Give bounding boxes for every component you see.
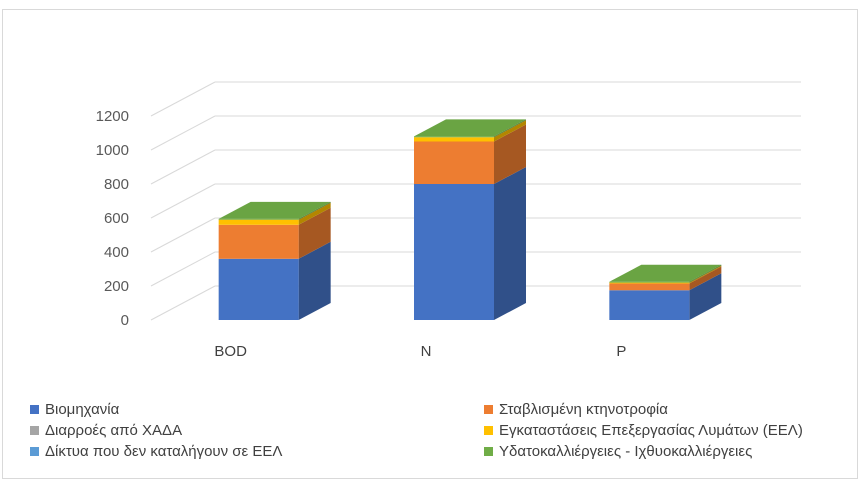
bar-side <box>298 202 331 225</box>
bar-top <box>414 119 526 137</box>
legend-label: Διαρροές από ΧΑΔΑ <box>45 422 183 439</box>
bar-top <box>218 201 331 219</box>
legend-item: Σταβλισμένη κτηνοτροφία <box>484 401 668 418</box>
legend-swatch <box>484 405 493 414</box>
legend-item: Υδατοκαλλιέργειες - Ιχθυοκαλλιέργειες <box>484 443 752 460</box>
bar-segment <box>218 224 299 259</box>
legend-label: Δίκτυα που δεν καταλήγουν σε ΕΕΛ <box>45 443 283 460</box>
y-tick-label: 600 <box>104 210 129 227</box>
x-tick-label: P <box>616 343 626 360</box>
bar-side <box>494 124 526 184</box>
bar-side <box>298 241 331 320</box>
legend-label: Εγκαταστάσεις Επεξεργασίας Λυμάτων (ΕΕΛ) <box>499 422 803 439</box>
bar-segment <box>609 283 690 291</box>
bar-segment <box>609 282 690 284</box>
bar-side <box>689 273 722 320</box>
legend-item: Δίκτυα που δεν καταλήγουν σε ΕΕΛ <box>30 443 282 460</box>
bar-segment <box>218 218 299 220</box>
x-tick-label: BOD <box>214 343 247 360</box>
bar-segment <box>414 184 494 320</box>
bar-segment <box>218 219 299 225</box>
bar-segment <box>609 290 690 320</box>
legend-item: Διαρροές από ΧΑΔΑ <box>30 422 182 439</box>
bar-side <box>689 264 722 283</box>
bar-top <box>609 264 722 282</box>
legend-swatch <box>484 426 493 435</box>
bar-side <box>689 265 722 284</box>
y-tick-label: 1200 <box>96 108 129 125</box>
y-tick-label: 400 <box>104 244 129 261</box>
legend-swatch <box>30 447 39 456</box>
bar-segment <box>218 258 299 320</box>
legend-item: Εγκαταστάσεις Επεξεργασίας Λυμάτων (ΕΕΛ) <box>484 422 803 439</box>
legend-label: Βιομηχανία <box>45 401 120 418</box>
chart-plot: 0 200 400 600 800 1000 1200 BOD N P <box>96 81 801 360</box>
bar-side <box>689 266 722 291</box>
legend-label: Σταβλισμένη κτηνοτροφία <box>499 401 668 418</box>
gridline-depth <box>150 149 216 185</box>
y-tick-label: 800 <box>104 176 129 193</box>
legend-item: Βιομηχανία <box>30 401 119 418</box>
bar-side <box>494 120 526 142</box>
gridline-depth <box>150 115 216 151</box>
gridline-depth <box>150 251 216 287</box>
bar-segment <box>609 281 690 283</box>
x-tick-label: N <box>421 343 432 360</box>
bar-segment <box>414 141 494 184</box>
y-tick-label: 0 <box>121 312 129 329</box>
bar-side <box>298 201 331 220</box>
bar-side <box>494 167 526 320</box>
legend-swatch <box>30 405 39 414</box>
legend-label: Υδατοκαλλιέργειες - Ιχθυοκαλλιέργειες <box>499 443 753 460</box>
chart-legend: Βιομηχανία Σταβλισμένη κτηνοτροφία Διαρροέ… <box>30 401 803 460</box>
gridline-depth <box>150 285 216 321</box>
gridline-depth <box>150 183 216 219</box>
legend-swatch <box>30 426 39 435</box>
legend-swatch <box>484 447 493 456</box>
gridline-depth <box>150 217 216 253</box>
bar-side <box>494 119 526 138</box>
gridline-depth <box>150 81 216 117</box>
bar-segment <box>414 136 494 138</box>
y-tick-label: 1000 <box>96 142 129 159</box>
bar-segment <box>414 137 494 142</box>
y-tick-label: 200 <box>104 278 129 295</box>
